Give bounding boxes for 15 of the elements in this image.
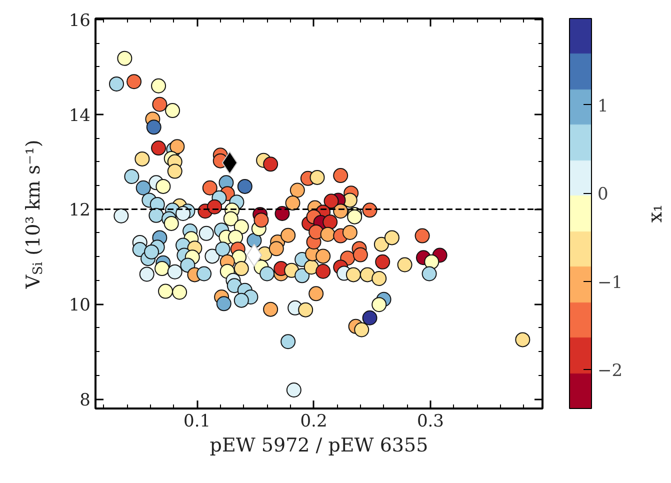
y-tick-label: 14 xyxy=(68,106,91,126)
color-bar-label: −1 xyxy=(598,272,623,293)
color-bar-label: −2 xyxy=(598,361,623,382)
x-axis-title: pEW 5972 / pEW 6355 xyxy=(210,434,428,456)
x-tick-label: 0.1 xyxy=(184,412,211,432)
color-bar-label: 1 xyxy=(598,96,608,116)
y-tick-label: 8 xyxy=(80,390,91,411)
y-tick-label: 12 xyxy=(68,200,91,221)
color-bar-title: x₁ xyxy=(644,204,666,223)
y-axis-title: VSi (10³ km s⁻¹) xyxy=(22,140,46,290)
y-tick-label: 16 xyxy=(68,10,91,31)
x-tick-label: 0.3 xyxy=(416,412,444,432)
y-tick-label: 10 xyxy=(68,296,91,316)
x-tick-label: 0.2 xyxy=(300,412,328,432)
color-bar-label: 0 xyxy=(598,184,608,205)
